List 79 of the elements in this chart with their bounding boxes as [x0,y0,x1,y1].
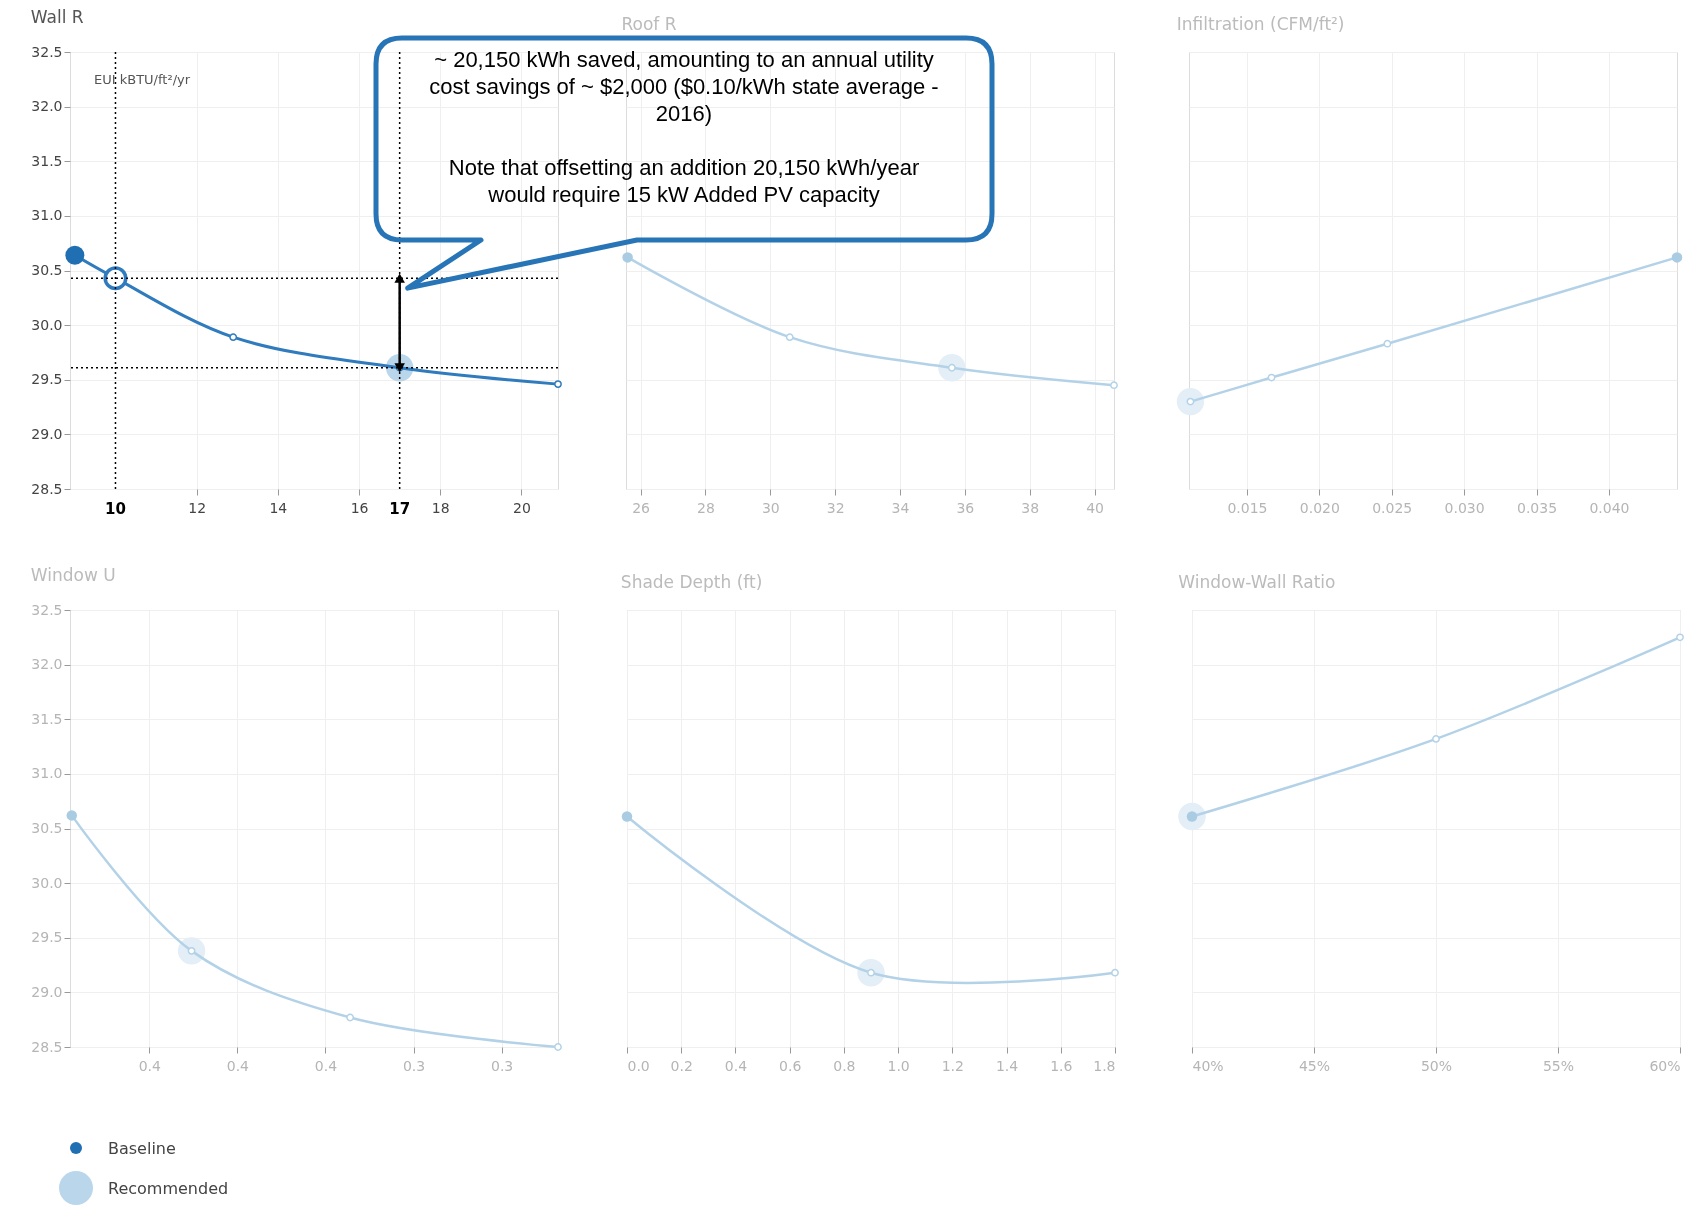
y-tick-label: 28.5 [31,1038,63,1055]
legend-label: Recommended [108,1178,229,1198]
x-tick-label: 14 [269,499,288,516]
point [1267,373,1276,382]
x-tick-label: 0.8 [833,1057,856,1074]
chart-title: Shade Depth (ft) [620,572,763,592]
chart-title: Roof R [621,14,677,34]
y-tick-label: 32.0 [31,656,63,673]
x-tick-label: 55% [1542,1057,1575,1074]
y-tick-label: 32.5 [31,43,63,60]
y-axis-title: EUI kBTU/ft²/yr [94,72,191,87]
x-tick-label: 16 [350,499,369,516]
y-tick-label: 30.0 [31,316,63,333]
x-tick-label: 0.3 [490,1057,514,1074]
y-tick-label: 29.0 [31,425,63,442]
point [346,1013,355,1022]
chart-title: Window U [30,565,116,585]
point [554,380,562,389]
x-tick-label: 40% [1192,1057,1224,1074]
y-tick-label: 32.0 [31,98,63,115]
text: ~ 20,150 kWh saved, amounting to an annual utility cost savings of ~ $2,000 ($0.10/kWh state average - 2016) Note that offsetting an addition 20,150 kWh/year would require 15 kW Added PV capacity [429,47,939,207]
y-tick-label: 28.5 [31,480,63,497]
x-tick-label: 26 [632,499,651,516]
x-tick-label: 1.0 [887,1057,910,1074]
x-tick-label: 1.4 [995,1057,1019,1074]
chart-title: Infiltration (CFM/ft²) [1176,14,1345,34]
ref-line-label: 17 [389,500,411,518]
point [65,245,85,265]
x-tick-label: 0.020 [1299,499,1340,516]
x-tick-label: 0.4 [226,1057,250,1074]
x-tick-label: 18 [431,499,450,516]
y-tick-label: 29.5 [31,929,63,946]
x-tick-label: 0.015 [1227,499,1268,516]
y-tick-label: 30.0 [31,874,63,891]
y-tick-label: 31.0 [31,207,63,224]
y-tick-label: 29.5 [31,371,63,388]
point [1383,339,1392,348]
x-tick-label: 28 [697,499,715,516]
x-tick-label: 38 [1021,499,1040,516]
x-tick-label: 12 [188,499,207,516]
y-tick-label: 31.5 [31,710,63,727]
x-tick-label: 0.3 [402,1057,426,1074]
chart-title: Wall R [30,7,84,27]
x-tick-label: 0.6 [779,1057,802,1074]
x-tick-label: 0.030 [1444,499,1485,516]
x-tick-label: 40 [1086,499,1104,516]
x-tick-label: 0.035 [1516,499,1558,516]
x-tick-label: 0.2 [670,1057,693,1074]
x-tick-label: 0.4 [314,1057,338,1074]
point [785,333,794,342]
x-tick-label: 60% [1649,1057,1681,1074]
ref-line-label: 10 [105,500,126,518]
point [103,266,128,291]
legend-label: Baseline [108,1138,176,1158]
point [1110,381,1118,390]
x-tick-label: 0.4 [138,1057,161,1074]
y-tick-label: 29.0 [31,983,63,1000]
y-tick-label: 30.5 [31,820,63,836]
x-tick-label: 0.040 [1589,499,1630,516]
y-tick-label: 31.0 [31,765,63,782]
x-tick-label: 34 [891,499,910,516]
x-tick-label: 50% [1420,1057,1453,1074]
x-tick-label: 1.6 [1050,1057,1073,1074]
x-tick-label: 0.025 [1372,499,1413,516]
chart-title: Window-Wall Ratio [1178,572,1336,592]
x-tick-label: 1.2 [941,1057,964,1074]
x-tick-label: 32 [826,499,845,516]
y-tick-label: 31.5 [31,152,63,169]
x-tick-label: 20 [513,499,531,516]
x-tick-label: 30 [761,499,780,516]
point [229,333,238,342]
x-tick-label: 45% [1298,1057,1331,1074]
y-tick-label: 30.5 [31,262,63,278]
x-tick-label: 0.4 [724,1057,748,1074]
y-tick-label: 32.5 [31,601,63,618]
x-tick-label: 1.8 [1093,1057,1116,1074]
point [554,1043,562,1051]
x-tick-label: 0.0 [627,1057,650,1074]
x-tick-label: 36 [956,499,975,516]
